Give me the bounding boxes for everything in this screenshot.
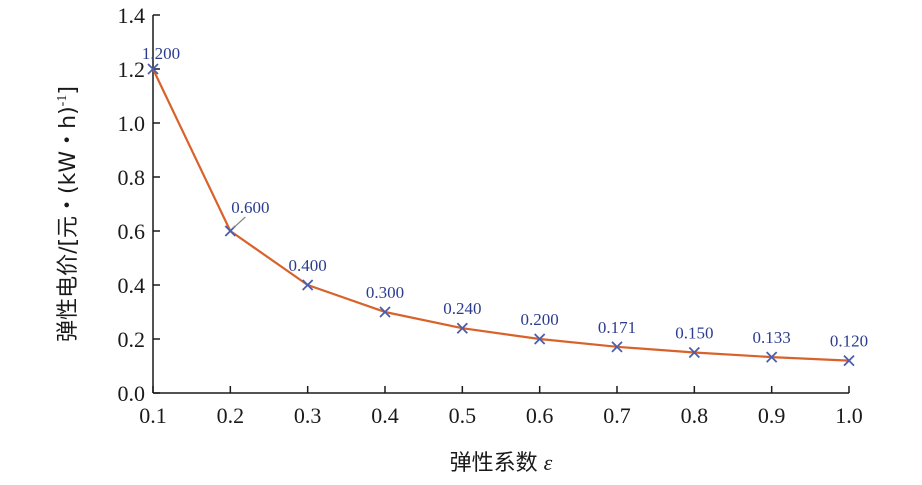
data-label: 0.120 (830, 332, 868, 351)
label-leader-line (232, 216, 246, 229)
data-label: 1.200 (142, 44, 180, 63)
data-point-marker (147, 63, 159, 75)
x-axis-title: 弹性系数 ε (450, 450, 553, 476)
x-tick-label: 0.8 (681, 403, 709, 428)
data-label: 0.600 (231, 198, 269, 217)
data-label: 0.300 (366, 283, 404, 302)
x-tick-label: 0.1 (139, 403, 167, 428)
data-point-marker (302, 279, 314, 291)
data-point-marker (379, 306, 391, 318)
data-point-marker (534, 333, 546, 345)
y-tick-label: 0.8 (118, 165, 146, 190)
y-tick-label: 0.6 (118, 219, 146, 244)
x-tick-label: 0.5 (449, 403, 477, 428)
y-axis-title: 弹性电价/[元・(kW・h)-1] (55, 86, 81, 342)
data-labels: 1.200 0.600 0.400 0.300 0.240 0.200 0.171 0.150… (142, 44, 868, 351)
x-axis-title-text: 弹性系数 (450, 451, 538, 476)
data-point-marker (611, 341, 623, 353)
data-label: 0.400 (289, 256, 327, 275)
y-tick-label: 1.2 (118, 57, 146, 82)
data-label: 0.240 (443, 299, 481, 318)
y-tick-label: 1.4 (118, 3, 146, 28)
data-label: 0.200 (521, 310, 559, 329)
x-tick-label: 0.4 (371, 403, 399, 428)
data-label: 0.133 (753, 328, 791, 347)
y-tick-label: 0.2 (118, 327, 146, 352)
y-tick-label: 0.0 (118, 381, 146, 406)
series-group (147, 63, 855, 367)
data-point-marker (843, 354, 855, 367)
data-point-marker (766, 351, 778, 363)
data-point-marker (456, 322, 468, 334)
data-label: 0.171 (598, 318, 636, 337)
axes (152, 15, 849, 394)
x-tick-label: 0.7 (603, 403, 631, 428)
x-tick-label: 0.3 (294, 403, 322, 428)
x-tick-label: 0.9 (758, 403, 786, 428)
x-tick-label: 1.0 (835, 403, 863, 428)
data-point-marker (688, 346, 700, 359)
series-line (152, 68, 850, 362)
y-axis-ticks: 0.0 0.2 0.4 0.6 0.8 1.0 1.2 1.4 (118, 3, 160, 406)
data-label: 0.150 (675, 324, 713, 343)
y-axis-title-close: ] (56, 86, 81, 95)
y-tick-label: 1.0 (118, 111, 146, 136)
x-axis-title-symbol: ε (544, 450, 553, 475)
y-axis-title-text: 弹性电价/[元・(kW・h) (56, 106, 81, 342)
y-axis-title-sup: -1 (55, 95, 70, 107)
y-tick-label: 0.4 (118, 273, 146, 298)
x-tick-label: 0.2 (217, 403, 245, 428)
x-tick-label: 0.6 (526, 403, 554, 428)
x-axis-ticks: 0.1 0.2 0.3 0.4 0.5 0.6 0.7 0.8 0.9 1.0 (139, 386, 863, 428)
